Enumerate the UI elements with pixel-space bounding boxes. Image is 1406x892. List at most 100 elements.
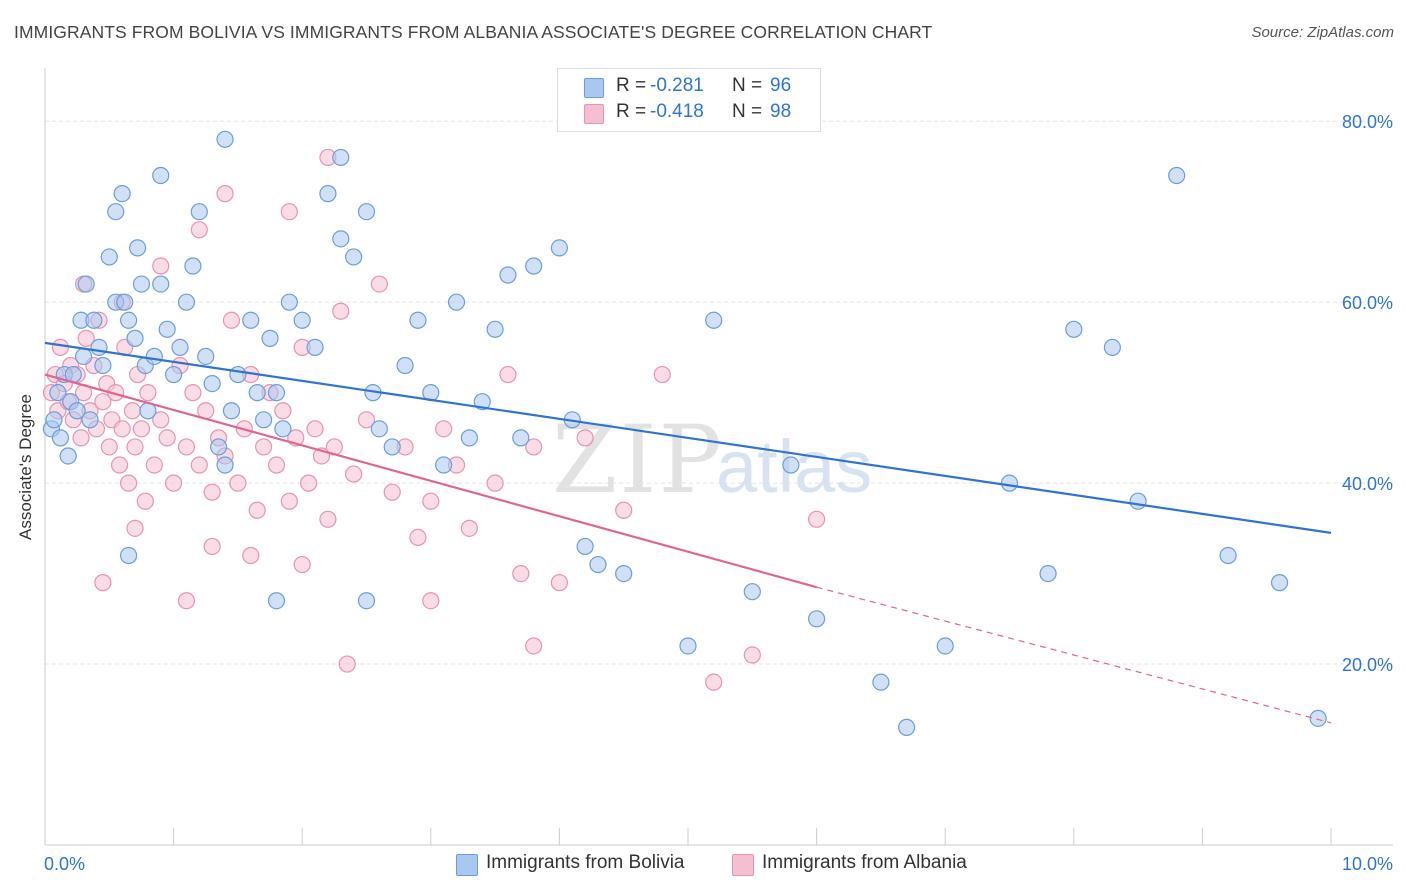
bolivia-point <box>267 592 286 610</box>
bolivia-point <box>116 293 134 311</box>
r-label: R = <box>616 101 647 122</box>
albania-point <box>51 338 70 357</box>
watermark: ZIP atlas <box>552 406 872 515</box>
bolivia-point <box>51 429 70 447</box>
albania-point <box>248 501 266 519</box>
albania-point <box>177 592 196 610</box>
bolivia-point <box>473 393 491 411</box>
albania-trendline-extension <box>816 586 1332 724</box>
bolivia-point <box>306 338 324 357</box>
bolivia-point <box>128 239 147 257</box>
bolivia-point <box>280 293 298 311</box>
bolivia-point <box>499 266 517 284</box>
albania-point <box>190 221 208 239</box>
albania-point <box>72 429 90 447</box>
albania-point <box>807 510 826 528</box>
bolivia-point <box>222 402 241 420</box>
bolivia-point <box>132 275 151 293</box>
bolivia-point <box>242 311 260 329</box>
albania-point <box>274 402 292 420</box>
chart-title: IMMIGRANTS FROM BOLIVIA VS IMMIGRANTS FR… <box>14 22 933 42</box>
bolivia-point <box>486 320 504 338</box>
bolivia-point <box>1168 166 1186 185</box>
albania-point <box>300 474 318 492</box>
albania-point <box>216 185 234 203</box>
bolivia-legend-swatch <box>456 854 478 876</box>
albania-trendline <box>44 373 817 589</box>
bolivia-point <box>145 347 163 366</box>
albania-legend-swatch <box>732 854 754 876</box>
albania-point <box>100 438 118 456</box>
albania-point <box>132 420 151 438</box>
albania-point <box>77 329 95 347</box>
bolivia-point <box>1065 320 1083 338</box>
albania-point <box>345 465 363 483</box>
bolivia-point <box>255 411 273 429</box>
y-tick-label: 80.0% <box>1342 112 1393 132</box>
albania-point <box>383 483 401 501</box>
bolivia-point <box>203 375 221 393</box>
bolivia-point <box>81 411 99 429</box>
bolivia-point <box>1309 709 1327 727</box>
albania-point <box>306 420 324 438</box>
bolivia-point <box>274 420 292 438</box>
bolivia-point <box>229 365 247 384</box>
albania-point <box>550 574 569 592</box>
bolivia-point <box>210 438 228 456</box>
n-label: N = <box>732 75 763 96</box>
tick-labels: 20.0% 40.0% 60.0% 80.0% 0.0% 10.0% <box>44 112 1393 874</box>
x-tick-label: 0.0% <box>44 854 85 874</box>
albania-point <box>119 474 138 492</box>
albania-point <box>152 257 170 275</box>
bolivia-point <box>59 447 77 465</box>
albania-point <box>357 411 376 429</box>
bolivia-point <box>177 293 196 311</box>
bolivia-point <box>357 203 376 221</box>
axes <box>44 68 1393 846</box>
bolivia-point <box>100 248 118 266</box>
y-tick-label: 60.0% <box>1342 293 1393 313</box>
y-axis-label: Associate's Degree <box>16 394 35 540</box>
albania-point <box>136 492 154 510</box>
trendlines <box>44 341 1332 724</box>
albania-point <box>705 673 723 691</box>
bolivia-point <box>1103 338 1121 357</box>
bolivia-point <box>49 384 67 402</box>
albania-point <box>152 411 170 429</box>
bolivia-point <box>460 429 478 447</box>
albania-point <box>110 456 129 474</box>
bolivia-point <box>1000 474 1019 492</box>
bolivia-point <box>190 203 208 221</box>
bolivia-point <box>152 166 170 185</box>
bolivia-point <box>615 564 633 583</box>
y-axis-label-wrap: Associate's Degree <box>16 394 36 560</box>
bolivia-point <box>807 610 826 628</box>
bolivia-point <box>576 537 594 556</box>
bolivia-point <box>85 311 103 329</box>
bolivia-point <box>1219 546 1237 565</box>
y-tick-label: 40.0% <box>1342 474 1393 494</box>
albania-point <box>113 420 131 438</box>
albania-point <box>332 302 350 320</box>
n-value: 96 <box>770 75 792 96</box>
albania-point <box>743 646 761 664</box>
grid-lines <box>45 120 1393 665</box>
bolivia-point <box>345 248 363 266</box>
bolivia-point <box>435 456 453 474</box>
albania-point <box>222 311 241 329</box>
bolivia-point <box>293 311 311 329</box>
n-value: 98 <box>770 101 792 122</box>
bolivia-point <box>743 583 761 601</box>
bolivia-point <box>409 311 427 329</box>
albania-point <box>422 492 440 510</box>
albania-point <box>139 384 157 402</box>
albania-point <box>242 546 260 565</box>
bolivia-point <box>1270 574 1289 592</box>
albania-point <box>525 637 543 655</box>
x-tick-label: 10.0% <box>1342 854 1393 874</box>
albania-point <box>525 438 543 456</box>
albania-point <box>94 393 112 411</box>
bolivia-point <box>705 311 723 329</box>
bolivia-point <box>94 356 112 375</box>
albania-point <box>94 574 112 592</box>
